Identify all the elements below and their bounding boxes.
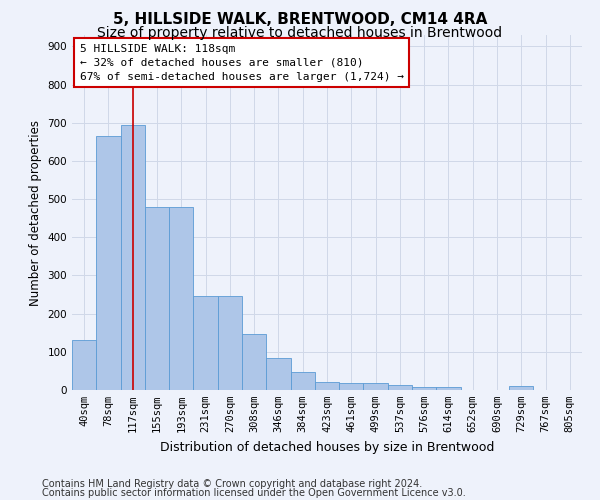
Bar xyxy=(388,386,412,390)
Bar xyxy=(266,358,290,390)
Y-axis label: Number of detached properties: Number of detached properties xyxy=(29,120,42,306)
Bar xyxy=(242,334,266,390)
Bar xyxy=(412,387,436,390)
Bar xyxy=(145,207,169,390)
Bar xyxy=(121,124,145,390)
Bar xyxy=(169,207,193,390)
Bar xyxy=(315,382,339,390)
Bar xyxy=(339,383,364,390)
Bar xyxy=(218,296,242,390)
Text: 5, HILLSIDE WALK, BRENTWOOD, CM14 4RA: 5, HILLSIDE WALK, BRENTWOOD, CM14 4RA xyxy=(113,12,487,28)
Bar xyxy=(436,387,461,390)
Bar xyxy=(193,296,218,390)
Text: 5 HILLSIDE WALK: 118sqm
← 32% of detached houses are smaller (810)
67% of semi-d: 5 HILLSIDE WALK: 118sqm ← 32% of detache… xyxy=(80,44,404,82)
X-axis label: Distribution of detached houses by size in Brentwood: Distribution of detached houses by size … xyxy=(160,440,494,454)
Bar xyxy=(364,383,388,390)
Bar xyxy=(290,372,315,390)
Text: Size of property relative to detached houses in Brentwood: Size of property relative to detached ho… xyxy=(97,26,503,40)
Bar xyxy=(509,386,533,390)
Bar xyxy=(72,340,96,390)
Text: Contains HM Land Registry data © Crown copyright and database right 2024.: Contains HM Land Registry data © Crown c… xyxy=(42,479,422,489)
Bar xyxy=(96,136,121,390)
Text: Contains public sector information licensed under the Open Government Licence v3: Contains public sector information licen… xyxy=(42,488,466,498)
